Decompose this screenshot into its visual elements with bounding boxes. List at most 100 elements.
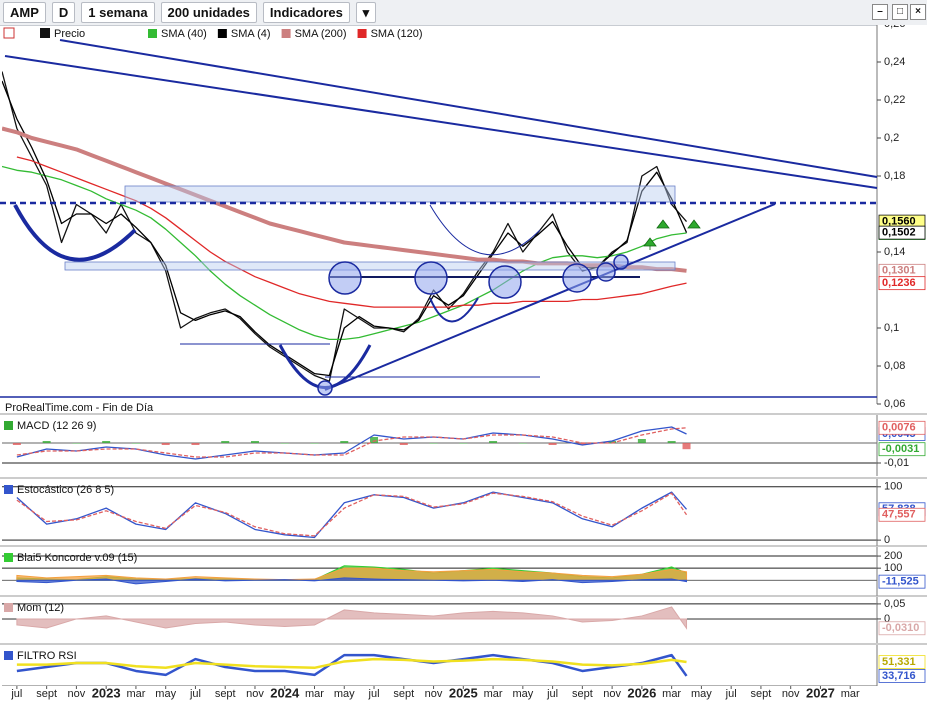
histogram-bar bbox=[637, 439, 646, 443]
y-tick-label: 200 bbox=[884, 550, 902, 562]
area bbox=[16, 577, 688, 585]
y-tick-label: 0,2 bbox=[884, 132, 899, 144]
last-value-label: 0,1502 bbox=[882, 227, 916, 239]
last-value-label: 0,0076 bbox=[882, 422, 916, 434]
last-value-box bbox=[878, 655, 926, 669]
last-value-label: 51,331 bbox=[882, 656, 916, 668]
legend-label: SMA (40) bbox=[161, 28, 207, 40]
last-value-box bbox=[878, 621, 926, 636]
panel-icon bbox=[4, 603, 13, 612]
marker-circle bbox=[562, 263, 592, 293]
units[interactable]: 200 unidades bbox=[160, 2, 257, 23]
zone bbox=[64, 261, 676, 271]
series-line bbox=[2, 71, 688, 382]
x-tick-label: mar bbox=[662, 688, 681, 700]
histogram-bar bbox=[340, 441, 349, 443]
last-value-box bbox=[878, 507, 926, 522]
legend: Precio SMA (40) SMA (4) SMA (200) SMA (120) bbox=[3, 27, 423, 40]
maximize[interactable]: □ bbox=[892, 4, 908, 20]
arc bbox=[13, 204, 137, 262]
symbol[interactable]: AMP bbox=[3, 2, 46, 23]
y-tick-label: 100 bbox=[884, 562, 902, 574]
y-tick-label: 0,08 bbox=[884, 360, 905, 372]
y-tick-label: 0,26 bbox=[884, 25, 905, 30]
x-tick-label: 2023 bbox=[92, 685, 121, 700]
marker-circle bbox=[613, 254, 629, 270]
area bbox=[16, 606, 688, 630]
last-value-label: 33,716 bbox=[882, 670, 916, 682]
series-line bbox=[16, 156, 687, 308]
y-tick-label: 0 bbox=[884, 534, 890, 546]
histogram-bar bbox=[191, 443, 200, 445]
y-tick-label: 0,18 bbox=[884, 170, 905, 182]
x-tick-label: 2025 bbox=[449, 685, 478, 700]
x-tick-label: may bbox=[691, 688, 712, 700]
drawings bbox=[0, 39, 878, 398]
source: ProRealTime.com - Fin de Día bbox=[5, 402, 154, 414]
last-value-label: 0,1236 bbox=[882, 277, 916, 289]
x-tick-label: may bbox=[155, 688, 176, 700]
histogram-bar bbox=[459, 443, 468, 444]
close[interactable]: × bbox=[910, 4, 926, 20]
series-line bbox=[16, 653, 688, 677]
last-value-label: 0,1301 bbox=[882, 265, 916, 277]
series-line bbox=[16, 492, 688, 537]
minimize[interactable]: – bbox=[872, 4, 888, 20]
histogram-bar bbox=[12, 443, 21, 445]
x-tick-label: jul bbox=[546, 688, 558, 700]
series-line bbox=[16, 427, 687, 458]
series-line bbox=[16, 657, 687, 670]
x-tick-label: nov bbox=[425, 688, 443, 700]
x-tick-label: sept bbox=[393, 688, 414, 700]
last-value-box bbox=[878, 669, 926, 683]
mode[interactable]: D bbox=[51, 2, 76, 23]
last-value-box bbox=[878, 420, 926, 435]
last-value-label: 47,557 bbox=[882, 509, 916, 521]
legend-label: SMA (120) bbox=[371, 28, 423, 40]
area bbox=[16, 567, 688, 581]
panel bbox=[2, 71, 688, 382]
panel bbox=[2, 603, 877, 630]
legend-label: SMA (200) bbox=[295, 28, 347, 40]
histogram-bar bbox=[42, 441, 51, 443]
histogram-bar bbox=[280, 443, 289, 444]
x-tick-label: nov bbox=[603, 688, 621, 700]
trend-line bbox=[59, 39, 878, 178]
period[interactable]: 1 semana bbox=[81, 2, 155, 23]
last-value-label: 0,1560 bbox=[882, 216, 916, 228]
x-tick-label: nov bbox=[246, 688, 264, 700]
panel-title: MACD (12 26 9) bbox=[17, 420, 96, 432]
y-tick-label: 0,05 bbox=[884, 598, 905, 610]
x-tick-label: nov bbox=[68, 688, 86, 700]
y-tick-label: 100 bbox=[884, 481, 902, 493]
last-value-label: -0,0031 bbox=[882, 443, 919, 455]
histogram-bar bbox=[489, 441, 498, 443]
legend-swatch bbox=[148, 29, 157, 38]
last-value-box bbox=[878, 225, 926, 240]
marker-circle bbox=[488, 265, 522, 299]
settings[interactable]: ▾ bbox=[355, 2, 376, 23]
x-tick-label: jul bbox=[725, 688, 737, 700]
marker-circle bbox=[317, 380, 333, 396]
panel bbox=[2, 426, 877, 464]
indicators[interactable]: Indicadores bbox=[262, 2, 350, 23]
x-tick-label: nov bbox=[782, 688, 800, 700]
y-tick-label: 0,1 bbox=[884, 322, 899, 334]
x-tick-label: 2027 bbox=[806, 685, 835, 700]
x-tick-label: mar bbox=[484, 688, 503, 700]
histogram-bar bbox=[161, 443, 170, 445]
arc bbox=[429, 297, 479, 323]
marker-circle bbox=[414, 261, 448, 295]
panel bbox=[2, 555, 877, 585]
trend-line bbox=[324, 203, 776, 391]
x-tick-label: may bbox=[334, 688, 355, 700]
toolbar: AMP D 1 semana 200 unidades Indicadores … bbox=[0, 0, 927, 26]
histogram-bar bbox=[399, 443, 408, 445]
x-tick-label: mar bbox=[305, 688, 324, 700]
last-value-box bbox=[878, 276, 926, 291]
panel bbox=[2, 653, 877, 686]
y-tick-label: 0 bbox=[884, 613, 890, 625]
plot: 0,26 0,24 0,22 0,2 0,18 0,14 0,1 0,08 0,06 0,1560… bbox=[0, 25, 927, 700]
marker-circle bbox=[596, 262, 616, 282]
